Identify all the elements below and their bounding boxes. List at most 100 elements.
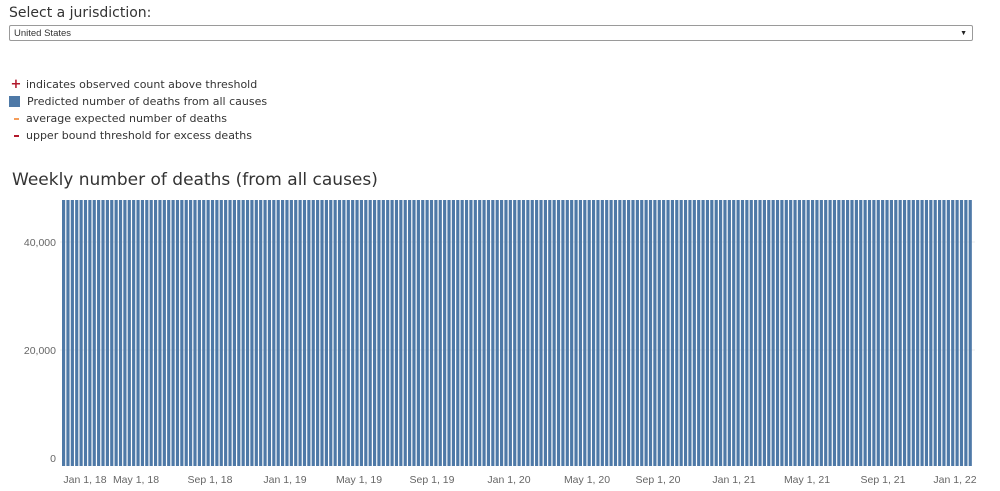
- bar: [434, 200, 438, 466]
- bar: [841, 200, 845, 467]
- bar: [920, 200, 924, 466]
- bar: [591, 200, 596, 467]
- bar: [561, 200, 565, 466]
- bar: [701, 200, 705, 467]
- bar: [136, 200, 140, 466]
- bar: [342, 200, 346, 467]
- bar: [635, 200, 639, 466]
- x-tick-label: Jan 1, 22: [933, 474, 976, 486]
- bar: [732, 200, 736, 467]
- bar: [123, 200, 127, 466]
- bar: [898, 200, 902, 467]
- bar: [394, 200, 399, 466]
- bar: [254, 200, 258, 466]
- chevron-down-icon[interactable]: ▼: [960, 30, 967, 37]
- bar: [819, 200, 823, 466]
- x-tick-label: Jan 1, 18: [63, 474, 106, 486]
- bar: [114, 200, 118, 466]
- bar: [627, 200, 631, 466]
- bar: [285, 200, 289, 466]
- bar: [473, 200, 477, 466]
- bar: [828, 200, 832, 466]
- bar: [679, 200, 683, 467]
- bar: [504, 200, 508, 466]
- bar: [189, 200, 193, 467]
- bar: [767, 200, 771, 466]
- bar: [316, 200, 320, 466]
- jurisdiction-select[interactable]: United States ▼: [9, 25, 973, 41]
- bar: [346, 200, 350, 466]
- bar-swatch-icon: [9, 96, 20, 107]
- bar: [574, 200, 578, 466]
- bar: [403, 200, 407, 466]
- bar: [464, 200, 469, 466]
- bar: [210, 200, 215, 466]
- bar: [578, 200, 583, 466]
- bar: [482, 200, 486, 467]
- bar: [648, 200, 653, 466]
- bar: [110, 200, 114, 466]
- bar: [250, 200, 254, 466]
- bar: [412, 200, 416, 466]
- bar: [881, 200, 885, 466]
- x-tick-label: Sep 1, 19: [410, 474, 455, 486]
- bar: [302, 200, 307, 466]
- bar: [478, 200, 482, 466]
- upper-dash-icon: [9, 134, 23, 137]
- bar: [337, 200, 342, 466]
- bar: [675, 200, 679, 467]
- bar: [613, 200, 618, 466]
- bar: [491, 200, 495, 466]
- bar: [175, 200, 180, 467]
- bar: [364, 200, 368, 466]
- bar: [206, 200, 210, 466]
- bar: [329, 200, 333, 466]
- bar: [241, 200, 245, 466]
- bar: [902, 200, 907, 467]
- bar: [500, 200, 504, 466]
- bar: [793, 200, 797, 466]
- bar: [324, 200, 328, 467]
- jurisdiction-select-label: Select a jurisdiction:: [9, 5, 152, 21]
- bar: [775, 200, 780, 467]
- bar: [548, 200, 552, 466]
- bar: [740, 200, 745, 467]
- legend-item-excess: + indicates observed count above thresho…: [9, 76, 267, 93]
- bar: [863, 200, 867, 466]
- bar: [692, 200, 696, 466]
- bar: [955, 200, 959, 466]
- bar: [771, 200, 775, 467]
- bar: [425, 200, 429, 466]
- bar: [237, 200, 241, 466]
- bar: [806, 200, 810, 467]
- chart-title: Weekly number of deaths (from all causes…: [12, 170, 378, 190]
- bar: [132, 200, 136, 466]
- plus-icon: +: [10, 76, 22, 92]
- bar-layer: [62, 200, 972, 467]
- bar: [359, 200, 364, 466]
- legend-label-excess: indicates observed count above threshold: [26, 78, 258, 91]
- bar: [267, 200, 272, 466]
- bar: [933, 200, 937, 466]
- bar: [688, 200, 692, 466]
- bar: [640, 200, 644, 467]
- bar: [88, 200, 92, 466]
- bar: [784, 200, 788, 466]
- bar: [697, 200, 701, 467]
- bar: [867, 200, 872, 466]
- bar: [368, 200, 372, 466]
- bar: [272, 200, 276, 467]
- bar: [377, 200, 381, 466]
- x-tick-label: May 1, 18: [113, 474, 159, 486]
- bar: [351, 200, 355, 466]
- bar: [916, 200, 920, 466]
- bar: [622, 200, 626, 466]
- y-tick-label: 20,000: [24, 345, 56, 357]
- jurisdiction-select-value: United States: [14, 28, 72, 39]
- bar: [456, 200, 460, 466]
- bar: [451, 200, 455, 467]
- bar: [705, 200, 710, 466]
- bar: [745, 200, 749, 467]
- bar: [872, 200, 876, 466]
